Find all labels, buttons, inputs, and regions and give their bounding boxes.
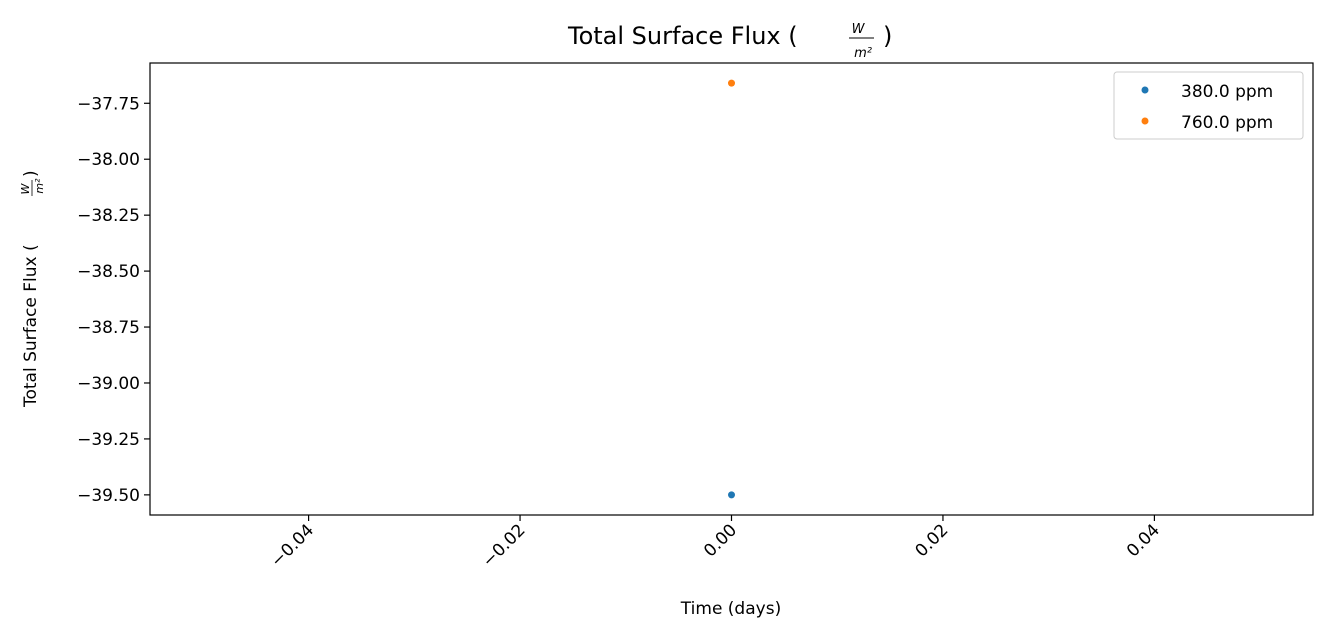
data-point-series-0 bbox=[728, 491, 735, 499]
chart-title-frac-numerator: W bbox=[852, 22, 866, 37]
y-tick-label: −38.25 bbox=[77, 206, 140, 226]
x-axis-label: Time (days) bbox=[680, 599, 781, 619]
y-axis-label-frac-denominator: m² bbox=[33, 178, 46, 194]
x-tick-label: 0.02 bbox=[912, 520, 953, 561]
legend-marker-760 bbox=[1141, 117, 1149, 125]
y-axis-label-frac-numerator: W bbox=[19, 182, 32, 194]
data-point-series-1 bbox=[728, 79, 735, 87]
x-axis-ticks: −0.04 −0.02 0.00 0.02 0.04 bbox=[267, 515, 1164, 571]
y-tick-label: −38.50 bbox=[77, 262, 140, 282]
legend-marker-380 bbox=[1141, 86, 1149, 94]
y-tick-label: −39.25 bbox=[77, 430, 140, 450]
chart-title: Total Surface Flux ( W m² ) bbox=[567, 22, 892, 61]
y-tick-label: −38.75 bbox=[77, 318, 140, 338]
x-tick-label: 0.04 bbox=[1123, 520, 1164, 561]
y-axis-ticks: −37.75 −38.00 −38.25 −38.50 −38.75 −39.00 −39.… bbox=[77, 94, 150, 506]
legend-label-760: 760.0 ppm bbox=[1181, 113, 1273, 133]
x-tick-label: −0.02 bbox=[479, 520, 530, 571]
x-tick-label: −0.04 bbox=[267, 520, 318, 571]
chart-title-frac-denominator: m² bbox=[854, 46, 872, 61]
y-tick-label: −38.00 bbox=[77, 150, 140, 170]
legend-label-380: 380.0 ppm bbox=[1181, 82, 1273, 102]
chart-title-close: ) bbox=[883, 22, 892, 50]
y-tick-label: −39.00 bbox=[77, 374, 140, 394]
legend-box bbox=[1113, 71, 1304, 140]
y-tick-label: −39.50 bbox=[77, 486, 140, 506]
chart-title-text: Total Surface Flux ( bbox=[567, 22, 798, 50]
y-axis-label-text: Total Surface Flux ( bbox=[21, 244, 41, 408]
x-tick-label: 0.00 bbox=[700, 520, 741, 561]
data-points bbox=[728, 79, 735, 499]
legend: 380.0 ppm 760.0 ppm bbox=[1113, 71, 1304, 140]
y-tick-label: −37.75 bbox=[77, 94, 140, 114]
y-axis-label: Total Surface Flux ( W m² ) bbox=[19, 170, 46, 408]
y-axis-label-close: ) bbox=[21, 170, 41, 177]
